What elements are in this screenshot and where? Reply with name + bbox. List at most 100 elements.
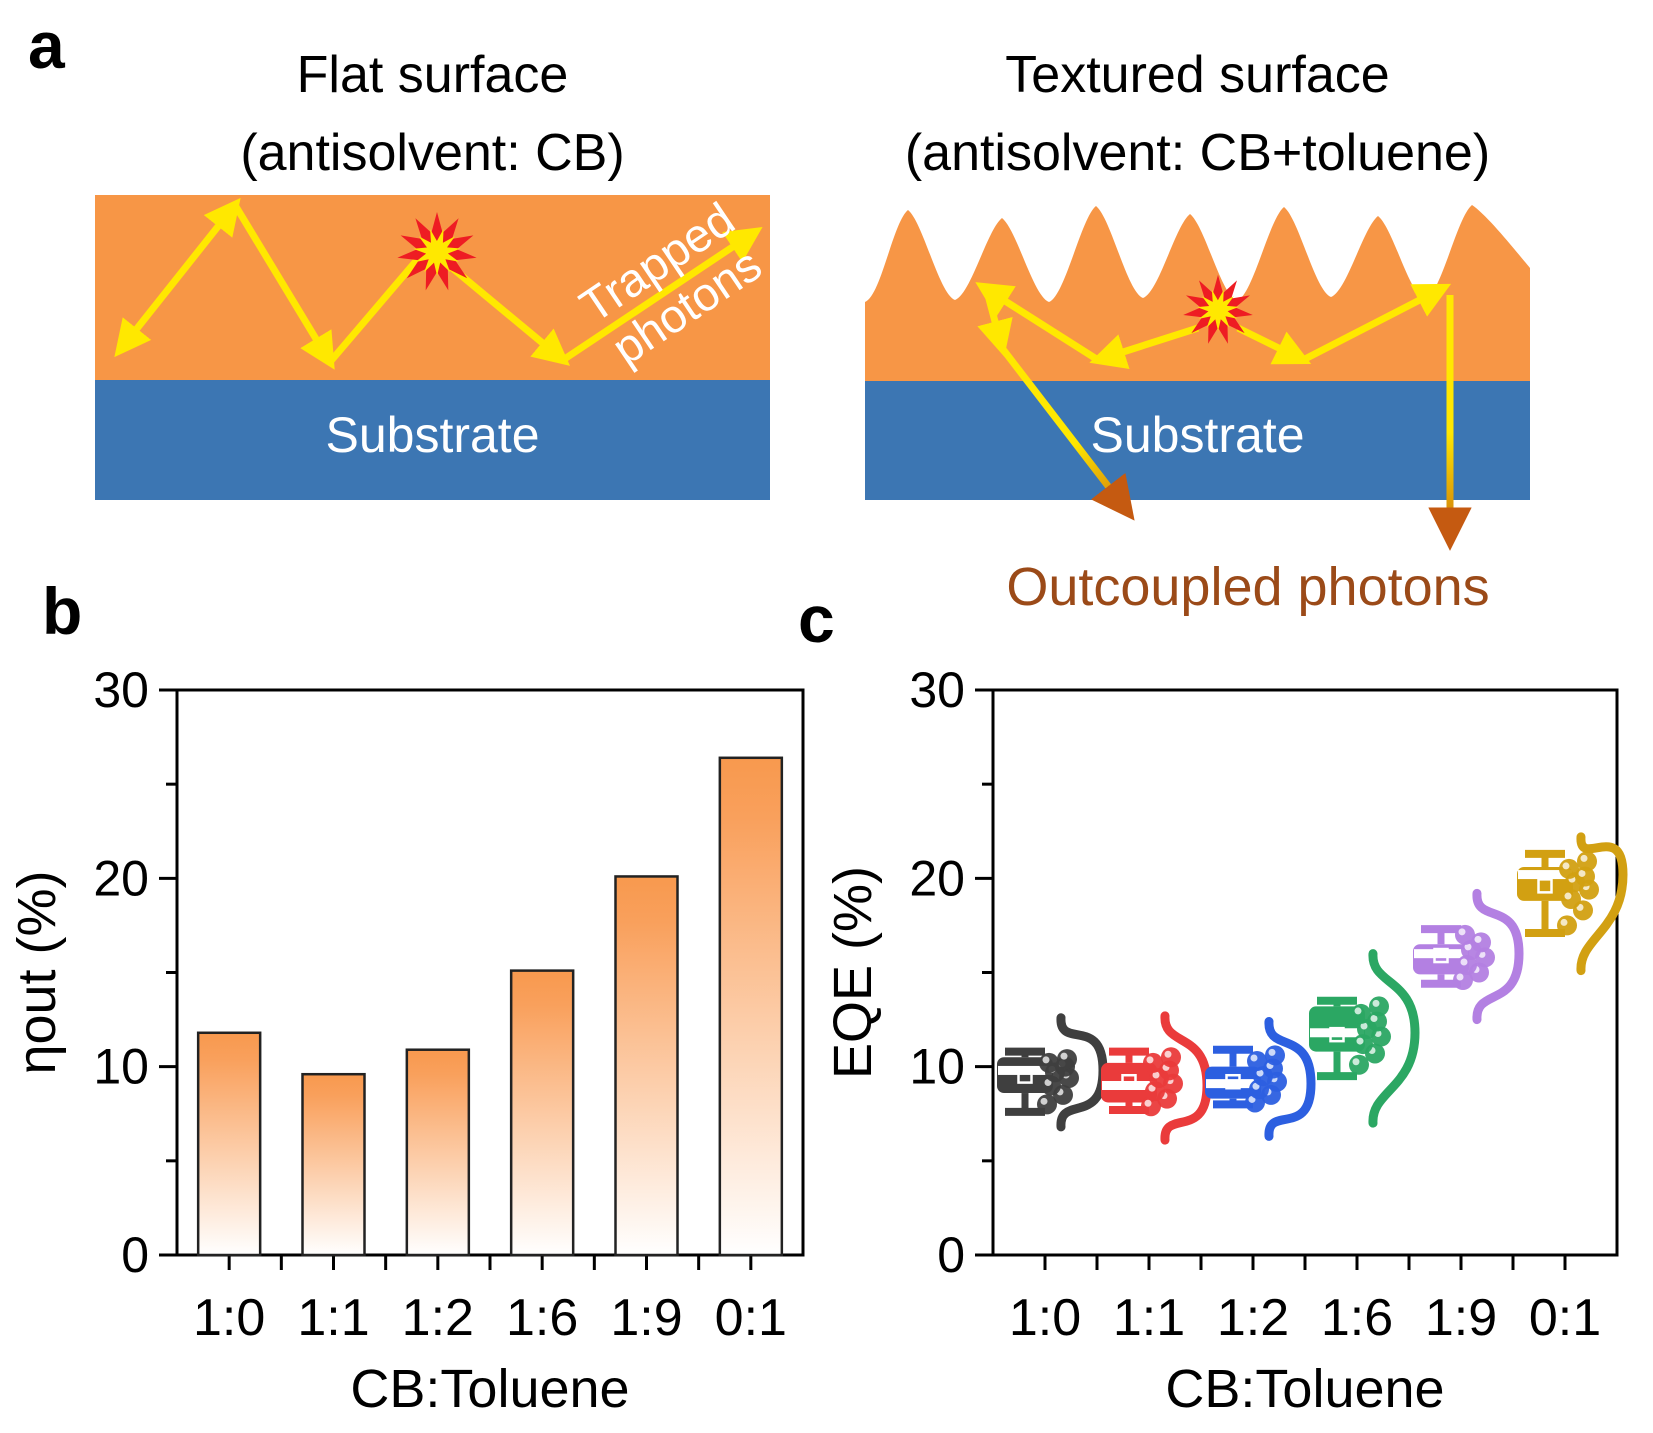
data-point — [1577, 851, 1597, 872]
mean-marker — [1017, 1068, 1033, 1084]
photon-ray — [327, 244, 431, 365]
y-axis-title: EQE (%) — [823, 866, 883, 1079]
photon-ray — [975, 282, 1100, 363]
data-point-highlight — [1250, 1054, 1258, 1062]
data-point-highlight — [1060, 1052, 1068, 1060]
substrate-label-left: Substrate — [325, 407, 540, 463]
emission-star-core — [413, 228, 461, 276]
x-axis-title: CB:Toluene — [350, 1359, 629, 1419]
data-point-highlight — [1464, 943, 1472, 951]
data-point-highlight — [1356, 1037, 1364, 1045]
photon-ray — [1236, 324, 1312, 365]
photon-ray — [114, 197, 241, 358]
box-group-1:9 — [1413, 888, 1524, 1025]
data-point-highlight — [1562, 862, 1570, 870]
panel-c-frame — [991, 688, 1619, 1257]
data-point-highlight — [1146, 1056, 1154, 1064]
flat-surface-title-line1: Flat surface — [296, 46, 569, 104]
y-tick-label: 20 — [909, 850, 965, 906]
photon-ray — [561, 226, 763, 363]
mean-marker — [1121, 1073, 1137, 1090]
panel-b-label: b — [42, 574, 83, 648]
median-line — [1206, 1079, 1260, 1089]
data-point-highlight — [1564, 892, 1572, 900]
photon-ray — [442, 259, 571, 366]
y-tick-label: 30 — [93, 662, 149, 718]
data-point-highlight — [1164, 1050, 1172, 1058]
data-point-highlight — [1268, 1048, 1276, 1056]
data-point-highlight — [1460, 958, 1468, 966]
mean-marker — [1433, 947, 1449, 964]
data-point-highlight — [1144, 1099, 1152, 1107]
box-group-1:1 — [1101, 1011, 1212, 1145]
y-tick-label: 20 — [93, 850, 149, 906]
y-tick-label: 10 — [909, 1039, 965, 1095]
box-group-1:0 — [997, 1013, 1108, 1132]
data-point — [1161, 1047, 1181, 1068]
photon-ray — [232, 203, 335, 370]
data-point-highlight — [1578, 869, 1586, 877]
photon-ray — [977, 294, 1013, 357]
substrate-label-right: Substrate — [1090, 407, 1305, 463]
data-point-highlight — [1360, 1022, 1368, 1030]
violin-curve — [1472, 888, 1524, 1025]
median-line — [1102, 1081, 1156, 1090]
flat-surface-title: Flat surface (antisolvent: CB) — [95, 36, 770, 192]
violin-curve — [1368, 949, 1420, 1128]
data-point-highlight — [1352, 1058, 1360, 1066]
data-point — [1351, 1003, 1371, 1024]
y-tick-label: 0 — [937, 1227, 965, 1283]
outcoupled-photons-annotation: Outcoupled photons — [1006, 557, 1490, 617]
bar-1:1 — [301, 1072, 366, 1257]
bar-1:2 — [405, 1048, 471, 1257]
flat-substrate — [95, 380, 770, 500]
data-point — [1557, 915, 1577, 936]
panel-b-frame — [175, 688, 805, 1257]
textured-film-layer — [865, 205, 1530, 381]
data-point-highlight — [1458, 928, 1466, 936]
data-point — [1143, 1052, 1163, 1073]
mean-marker — [1329, 1026, 1345, 1043]
textured-surface-title-line2: (antisolvent: CB+toluene) — [904, 124, 1491, 182]
box-group-1:6 — [1309, 949, 1420, 1128]
data-point — [1559, 858, 1579, 879]
flat-surface-title-line2: (antisolvent: CB) — [240, 124, 625, 182]
data-point-highlight — [1152, 1071, 1160, 1079]
data-point-highlight — [1256, 1069, 1264, 1077]
emission-star-core — [1197, 289, 1239, 332]
data-point — [1057, 1049, 1077, 1070]
data-point — [1247, 1051, 1267, 1072]
x-tick-label: 1:0 — [193, 1289, 265, 1347]
textured-surface-title: Textured surface (antisolvent: CB+toluen… — [865, 36, 1530, 192]
violin-curve — [1576, 832, 1628, 976]
data-point-highlight — [1040, 1097, 1048, 1105]
data-point-highlight — [1474, 935, 1482, 943]
panel-c-label: c — [798, 582, 835, 656]
data-point-highlight — [1560, 918, 1568, 926]
x-tick-label: 1:2 — [1217, 1289, 1289, 1347]
data-point — [1265, 1045, 1285, 1066]
x-tick-label: 1:0 — [1009, 1289, 1081, 1347]
data-point-highlight — [1042, 1056, 1050, 1064]
x-tick-label: 1:9 — [610, 1289, 682, 1347]
x-tick-label: 1:2 — [402, 1289, 474, 1347]
bar-1:9 — [614, 875, 679, 1257]
data-point-highlight — [1456, 973, 1464, 981]
x-tick-label: 1:6 — [1321, 1289, 1393, 1347]
x-tick-label: 1:9 — [1425, 1289, 1497, 1347]
photon-ray — [1301, 283, 1452, 364]
bar-1:6 — [509, 969, 575, 1257]
mean-marker — [1225, 1073, 1241, 1090]
bar-0:1 — [718, 756, 784, 1257]
outcoupled-ray — [999, 345, 1135, 521]
x-tick-label: 1:6 — [506, 1289, 578, 1347]
data-point — [1561, 889, 1581, 910]
median-line — [1414, 949, 1468, 959]
x-tick-label: 0:1 — [1529, 1289, 1601, 1347]
bar-1:0 — [196, 1031, 262, 1257]
box-group-0:1 — [1517, 832, 1628, 976]
data-point — [1455, 924, 1475, 945]
median-line — [1310, 1028, 1364, 1038]
